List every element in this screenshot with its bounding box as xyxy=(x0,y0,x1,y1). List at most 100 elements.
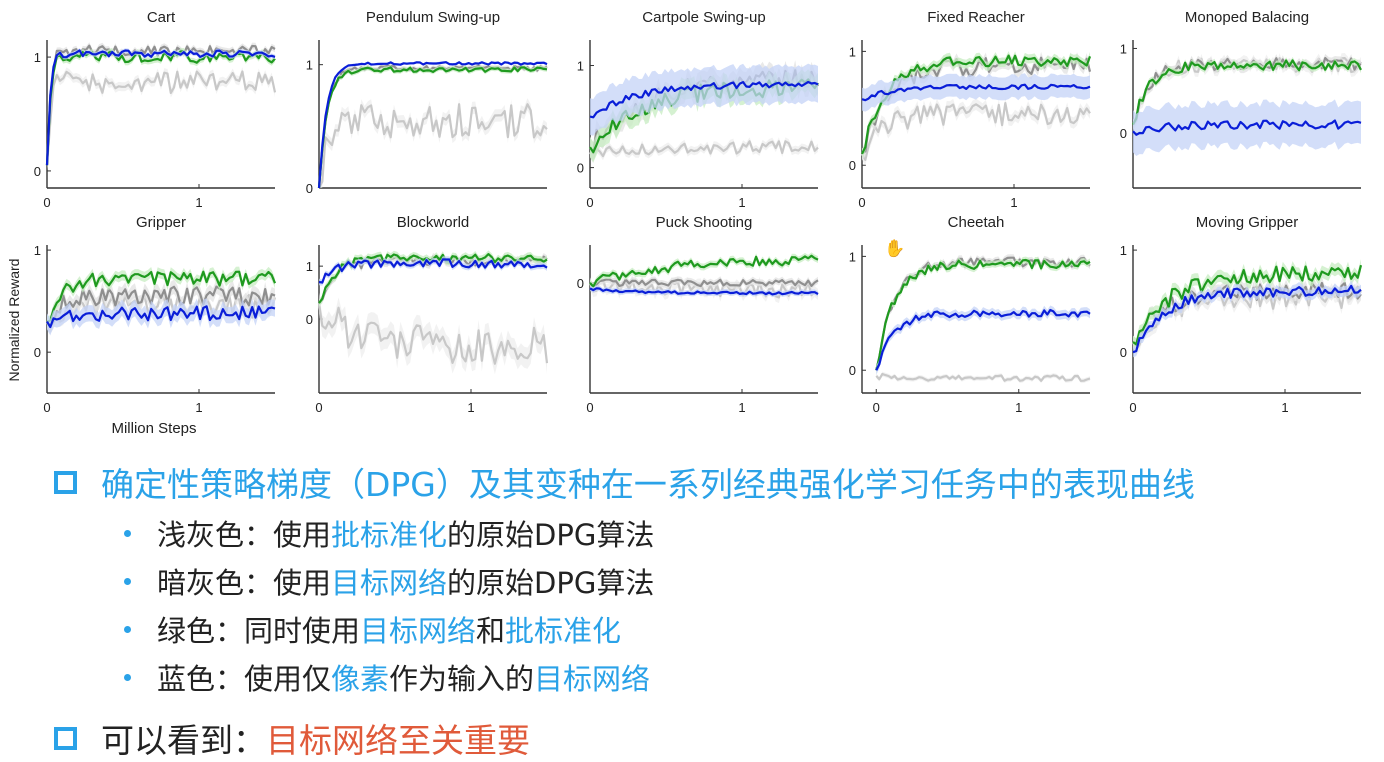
panel-title: Fixed Reacher xyxy=(927,9,1025,26)
x-tick-label: 0 xyxy=(43,400,50,415)
y-tick-label: 0 xyxy=(34,345,41,360)
series-light-gray-band xyxy=(319,98,547,188)
dot-bullet-icon xyxy=(124,673,131,681)
chart-svg: Cart 0 1 0 1 Pendulum Swing-up 0 1 Cartpole Swin… xyxy=(6,9,1363,437)
x-axis-label: Million Steps xyxy=(111,420,196,437)
series-green-line xyxy=(317,66,548,189)
panel-title: Gripper xyxy=(136,214,186,231)
series-green-band xyxy=(47,48,275,169)
y-tick-label: 1 xyxy=(34,50,41,65)
bullet-highlight: 批标准化 xyxy=(505,614,622,648)
panel-title: Cartpole Swing-up xyxy=(642,9,765,26)
y-tick-label: 0 xyxy=(306,312,313,327)
series-blue-line xyxy=(46,305,276,329)
series-green-band xyxy=(862,51,1090,159)
y-axis-label: Normalized Reward xyxy=(6,259,22,382)
panel-title: Moving Gripper xyxy=(1196,214,1299,231)
panel-title: Cart xyxy=(147,9,176,26)
bullet-text: 暗灰色：使用 xyxy=(157,566,332,600)
bullet-dark-gray: 暗灰色：使用 目标网络 的原始DPG算法 xyxy=(124,560,654,602)
y-tick-label: 0 xyxy=(1120,126,1127,141)
y-tick-label: 1 xyxy=(306,58,313,73)
x-tick-label: 1 xyxy=(738,195,745,210)
y-tick-label: 0 xyxy=(577,276,584,291)
y-tick-label: 1 xyxy=(849,249,856,264)
panel-title: Blockworld xyxy=(397,214,470,231)
series-green-band xyxy=(876,256,1090,374)
series-light-gray-line xyxy=(875,372,1091,382)
series-blue-band xyxy=(862,73,1090,112)
caption-title-text: 确定性策略梯度（DPG）及其变种在一系列经典强化学习任务中的表现曲线 xyxy=(101,465,1195,504)
series-green-line xyxy=(1132,59,1362,126)
x-tick-label: 1 xyxy=(1010,195,1017,210)
bullet-text: 绿色：同时使用 xyxy=(157,614,361,648)
series-green-line xyxy=(589,254,819,288)
bullet-text: 的原始DPG算法 xyxy=(447,566,655,600)
series-light-gray-band xyxy=(862,97,1090,166)
series-light-gray-line xyxy=(589,140,819,160)
x-tick-label: 0 xyxy=(43,195,50,210)
bullet-blue: 蓝色：使用仅 像素 作为输入的 目标网络 xyxy=(124,656,650,698)
series-light-gray-band xyxy=(590,274,818,303)
panel-title: Monoped Balacing xyxy=(1185,9,1309,26)
y-tick-label: 1 xyxy=(577,59,584,74)
series-blue-line xyxy=(1132,119,1362,136)
bullet-light-gray: 浅灰色：使用 批标准化 的原始DPG算法 xyxy=(124,512,654,554)
dot-bullet-icon xyxy=(124,577,131,585)
x-tick-label: 0 xyxy=(1129,400,1136,415)
square-bullet-icon xyxy=(54,726,77,750)
series-light-gray-line xyxy=(318,103,548,189)
series-green-line xyxy=(46,270,277,323)
x-tick-label: 0 xyxy=(586,400,593,415)
panel-title: Pendulum Swing-up xyxy=(366,9,500,26)
x-tick-label: 1 xyxy=(467,400,474,415)
y-tick-label: 0 xyxy=(577,161,584,176)
dot-bullet-icon xyxy=(124,625,131,633)
x-tick-label: 1 xyxy=(195,400,202,415)
panel-title: Puck Shooting xyxy=(656,214,753,231)
bullet-highlight: 目标网络 xyxy=(331,566,448,600)
bullet-green: 绿色：同时使用 目标网络和批标准化 xyxy=(124,608,621,650)
series-dark-gray-line xyxy=(589,278,819,288)
series-blue-line xyxy=(1132,284,1362,354)
y-tick-label: 0 xyxy=(306,181,313,196)
series-blue-band xyxy=(47,48,275,168)
bullet-text: 浅灰色：使用 xyxy=(157,518,332,552)
conclusion-text: 可以看到： xyxy=(101,721,266,760)
x-tick-label: 0 xyxy=(858,195,865,210)
series-blue-line xyxy=(589,287,819,296)
x-tick-label: 0 xyxy=(586,195,593,210)
x-tick-label: 0 xyxy=(315,400,322,415)
conclusion-highlight: 目标网络至关重要 xyxy=(266,721,530,760)
series-blue-line xyxy=(861,83,1091,102)
bullet-highlight: 批标准化 xyxy=(331,518,448,552)
series-blue-line xyxy=(317,61,548,189)
series-blue-band xyxy=(319,256,547,286)
y-tick-label: 1 xyxy=(1120,41,1127,56)
series-blue-band xyxy=(876,305,1090,375)
series-green-line xyxy=(1132,264,1363,346)
square-bullet-icon xyxy=(54,470,77,494)
panel-title: Cheetah xyxy=(948,214,1005,231)
x-tick-label: 1 xyxy=(195,195,202,210)
conclusion: 可以看到： 目标网络至关重要 xyxy=(54,714,530,762)
series-light-gray-line xyxy=(317,302,549,365)
y-tick-label: 0 xyxy=(34,164,41,179)
x-tick-label: 0 xyxy=(873,400,880,415)
bullet-text: 作为输入的 xyxy=(389,662,535,696)
bullet-highlight: 像素 xyxy=(331,662,390,696)
series-light-gray-line xyxy=(45,70,277,166)
x-tick-label: 1 xyxy=(1015,400,1022,415)
series-green-band xyxy=(1133,57,1361,128)
series-dark-gray-line xyxy=(46,285,276,328)
series-light-gray-line xyxy=(861,101,1091,161)
x-tick-label: 1 xyxy=(1281,400,1288,415)
y-tick-label: 0 xyxy=(849,158,856,173)
y-tick-label: 1 xyxy=(34,243,41,258)
series-green-line xyxy=(45,50,276,166)
figure-grid: Cart 0 1 0 1 Pendulum Swing-up 0 1 Cartpole Swin… xyxy=(6,9,1363,437)
series-blue-line xyxy=(589,80,819,119)
y-tick-label: 0 xyxy=(1120,345,1127,360)
series-light-gray-band xyxy=(47,67,275,170)
y-tick-label: 0 xyxy=(849,363,856,378)
